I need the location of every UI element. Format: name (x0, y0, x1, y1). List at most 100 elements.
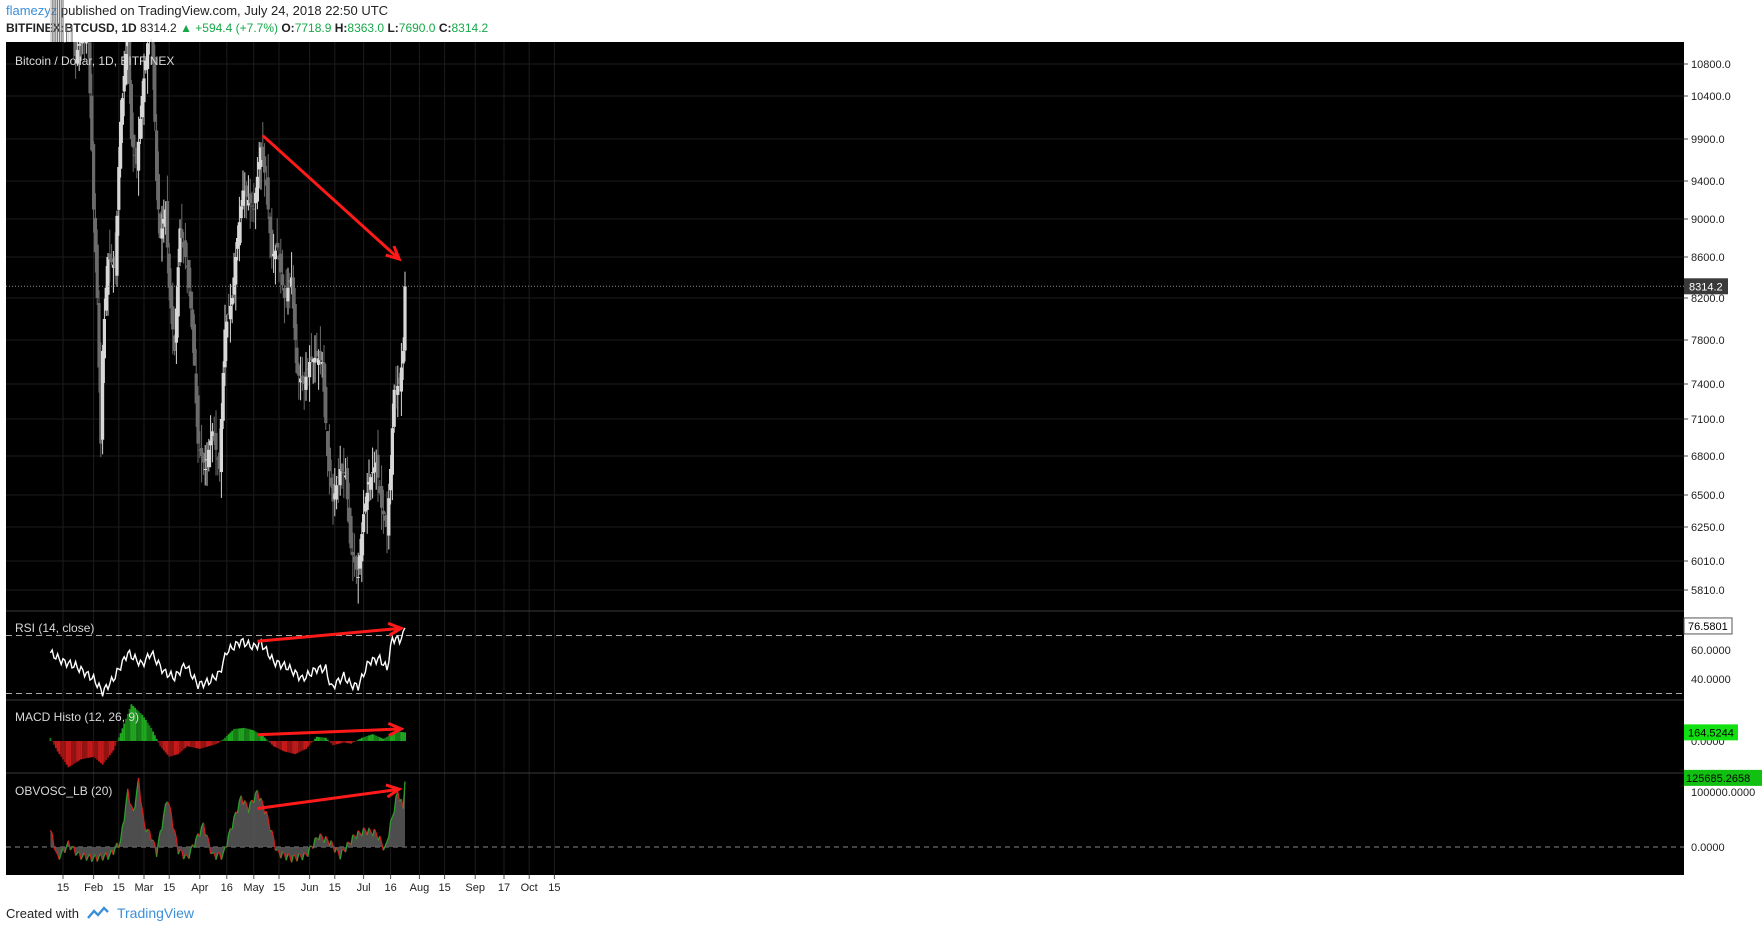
candle-body (155, 130, 159, 181)
macd-bar (74, 741, 77, 763)
candle-body (128, 42, 132, 84)
macd-bar (155, 738, 158, 741)
obv-line-segment (173, 830, 178, 839)
candle-body (84, 42, 88, 44)
close-label: C: (438, 21, 452, 35)
obv-line-segment (83, 852, 88, 861)
price-tick-label: 7800.0 (1691, 335, 1725, 347)
macd-bar (384, 737, 387, 741)
time-tick-label: 16 (384, 882, 396, 894)
obv-line-segment (393, 796, 397, 813)
macd-bar (148, 725, 151, 741)
macd-bar (373, 734, 376, 741)
candle-body (176, 267, 180, 317)
candle-body (291, 277, 295, 309)
candle-body (171, 306, 175, 330)
macd-bar (279, 741, 282, 750)
trend-arrows (257, 134, 405, 810)
obv-title: OBVOSC_LB (20) (15, 784, 112, 798)
candle-body (401, 351, 405, 364)
time-tick-label: 16 (221, 882, 233, 894)
price-tick-label: 8200.0 (1691, 293, 1725, 305)
macd-bar (393, 733, 396, 741)
obv-value-label: 125685.2658 (1686, 773, 1750, 785)
obv-line-segment (118, 840, 122, 849)
macd-bar (332, 741, 334, 746)
candle-body (221, 373, 225, 421)
rsi-pane (6, 627, 1684, 697)
candle-body (210, 431, 214, 441)
obv-line-segment (123, 803, 127, 822)
candle-body (250, 205, 254, 207)
time-tick-label: Jul (357, 882, 371, 894)
candle-body (218, 452, 222, 469)
macd-bar (128, 709, 131, 741)
obv-line-segment (181, 850, 185, 860)
obv-line-segment (352, 834, 355, 837)
candle-body (117, 167, 121, 210)
candle-body (275, 242, 279, 248)
macd-bar (53, 741, 55, 745)
macd-bar (389, 734, 392, 741)
macd-bar (168, 741, 171, 757)
candle-body (331, 483, 335, 502)
obv-trend-arrow (257, 787, 400, 810)
macd-bar (371, 734, 374, 741)
candle-body (174, 308, 178, 343)
candle-body (290, 277, 294, 288)
candle-body (295, 347, 299, 373)
author-link[interactable]: flamezyz (6, 3, 58, 18)
obv-line-segment (49, 830, 53, 834)
macd-bar (49, 737, 52, 741)
candle-body (318, 351, 322, 361)
macd-bar (339, 741, 342, 744)
obv-line-segment (206, 834, 210, 842)
macd-bar (224, 737, 226, 741)
candle-body (120, 98, 124, 125)
candle-body (263, 156, 267, 173)
obv-line-segment (199, 826, 203, 837)
price-tick-label: 8600.0 (1691, 252, 1725, 264)
candle-body (230, 298, 234, 305)
obv-value-badge (1684, 769, 1762, 786)
time-tick-label: Apr (191, 882, 208, 894)
obv-line-segment (157, 831, 161, 842)
candle-body (252, 208, 256, 210)
candle-body (162, 219, 166, 224)
candle-body (234, 257, 238, 285)
macd-bar (108, 741, 111, 756)
main-pane-title: Bitcoin / Dollar, 1D, BITFINEX (15, 54, 174, 68)
macd-bar (270, 741, 273, 745)
low-label: L: (387, 21, 399, 35)
time-scale[interactable]: 15 Feb 15 Mar 15 Apr 16 May 15 Jun 15 Jul 16 Aug 15 Sep… (57, 875, 561, 894)
candle-body (326, 431, 330, 456)
candle-body (228, 305, 232, 320)
obv-line-segment (386, 836, 390, 842)
macd-bar (157, 741, 160, 743)
price-tick-label: 9000.0 (1691, 214, 1725, 226)
macd-bar (366, 736, 369, 741)
candle-body (92, 144, 96, 210)
candle-body (403, 286, 407, 351)
macd-bar (195, 741, 198, 749)
macd-bar (85, 741, 88, 759)
candle-body (320, 362, 324, 365)
macd-bar (261, 735, 264, 741)
candle-body (165, 200, 169, 248)
macd-bar (126, 713, 129, 741)
macd-bar (310, 741, 313, 743)
tradingview-link[interactable]: TradingView (116, 905, 195, 921)
obv-line-segment (85, 856, 89, 861)
macd-bar (105, 741, 108, 760)
macd-bar (287, 741, 289, 753)
macd-bar (146, 722, 149, 741)
macd-bar (78, 741, 81, 761)
price-scale[interactable]: 8314.2 10800.0 10400.0 9900.0 9400.0 9000.0 86… (1683, 59, 1762, 854)
obv-area (50, 777, 406, 863)
macd-bar (164, 741, 167, 753)
macd-bar (357, 739, 360, 741)
time-tick-label: Mar (135, 882, 154, 894)
candle-body (173, 335, 177, 351)
macd-bar (193, 741, 196, 748)
